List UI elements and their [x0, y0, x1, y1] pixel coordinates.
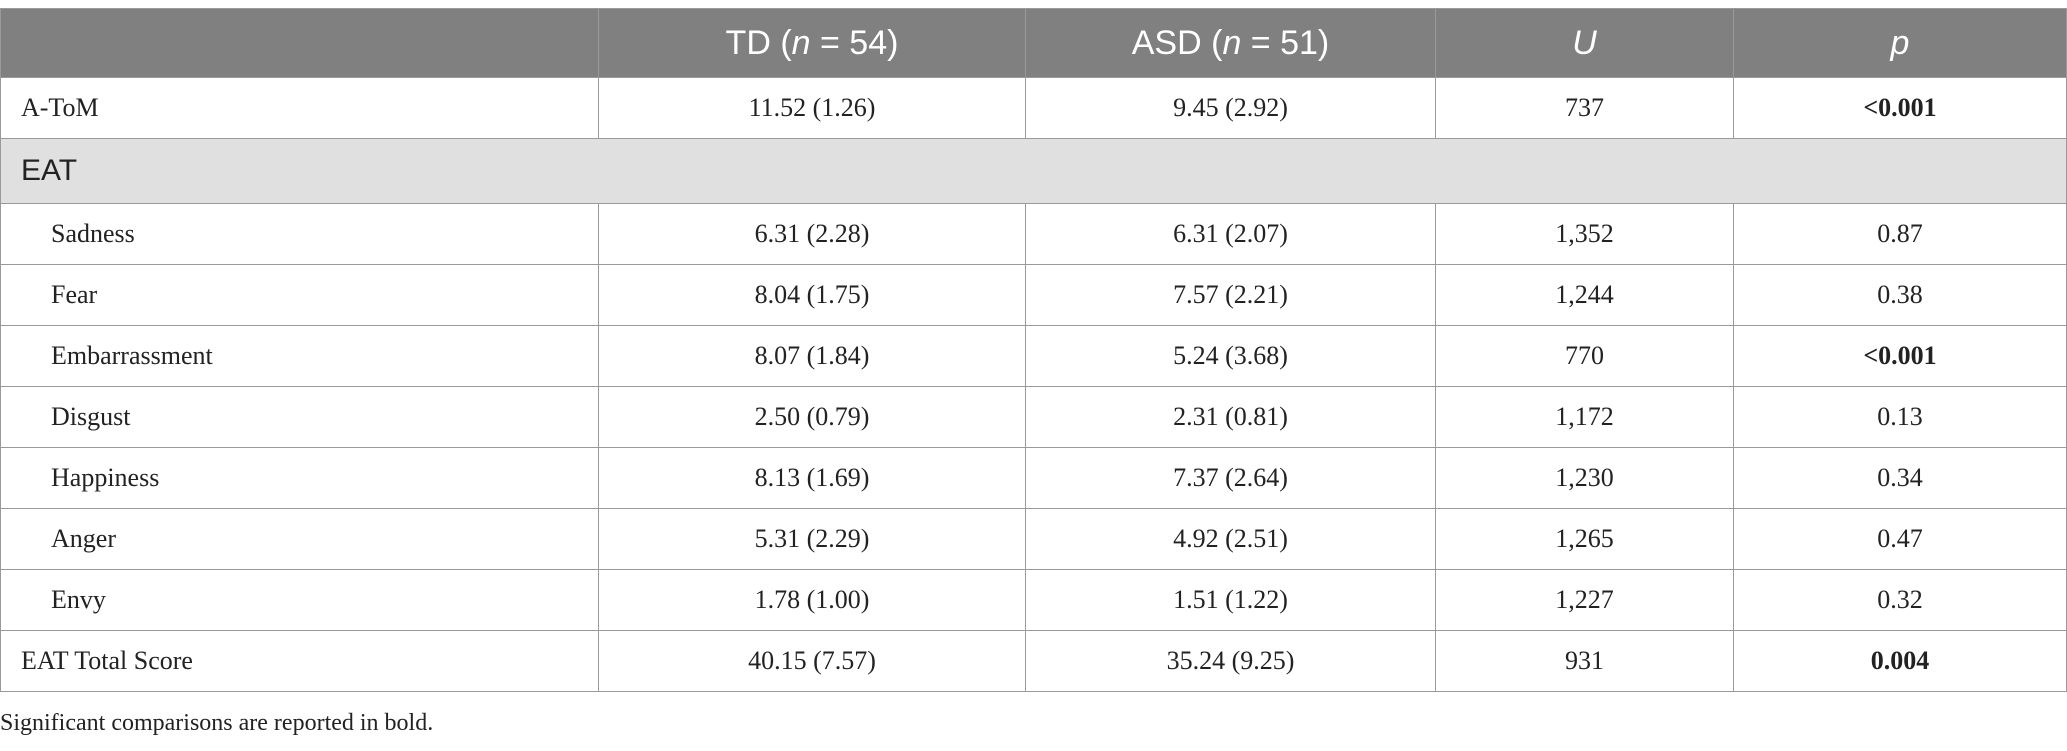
cell-p: 0.47 [1733, 508, 2067, 570]
cell-td: 6.31 (2.28) [598, 203, 1026, 265]
cell-p: 0.38 [1733, 264, 2067, 326]
cell-asd: 7.57 (2.21) [1025, 264, 1436, 326]
row-label: Embarrassment [0, 325, 599, 387]
cell-p: <0.001 [1733, 325, 2067, 387]
cell-asd: 1.51 (1.22) [1025, 569, 1436, 631]
cell-u: 1,265 [1435, 508, 1734, 570]
table-row: Envy 1.78 (1.00) 1.51 (1.22) 1,227 0.32 [0, 569, 2067, 631]
cell-p: 0.87 [1733, 203, 2067, 265]
cell-u: 931 [1435, 630, 1734, 692]
cell-asd: 5.24 (3.68) [1025, 325, 1436, 387]
row-label: Disgust [0, 386, 599, 448]
section-row-eat: EAT [0, 138, 2067, 204]
cell-td: 5.31 (2.29) [598, 508, 1026, 570]
table-row: Sadness 6.31 (2.28) 6.31 (2.07) 1,352 0.… [0, 203, 2067, 265]
cell-td: 8.13 (1.69) [598, 447, 1026, 509]
cell-u: 1,244 [1435, 264, 1734, 326]
cell-p: 0.34 [1733, 447, 2067, 509]
header-u: U [1435, 8, 1734, 78]
row-label: A-ToM [0, 77, 599, 139]
cell-asd: 35.24 (9.25) [1025, 630, 1436, 692]
cell-p: 0.004 [1733, 630, 2067, 692]
table-row: Happiness 8.13 (1.69) 7.37 (2.64) 1,230 … [0, 447, 2067, 509]
cell-td: 11.52 (1.26) [598, 77, 1026, 139]
cell-asd: 9.45 (2.92) [1025, 77, 1436, 139]
cell-u: 1,172 [1435, 386, 1734, 448]
header-asd: ASD (n = 51) [1025, 8, 1436, 78]
cell-u: 1,352 [1435, 203, 1734, 265]
cell-td: 2.50 (0.79) [598, 386, 1026, 448]
cell-u: 1,230 [1435, 447, 1734, 509]
cell-asd: 7.37 (2.64) [1025, 447, 1436, 509]
table-footnote: Significant comparisons are reported in … [0, 710, 434, 736]
cell-u: 770 [1435, 325, 1734, 387]
section-label: EAT [0, 138, 2067, 204]
header-p: p [1733, 8, 2067, 78]
row-label: Anger [0, 508, 599, 570]
cell-u: 737 [1435, 77, 1734, 139]
results-table-container: TD (n = 54) ASD (n = 51) U p A-ToM 11.52… [0, 8, 2067, 692]
table-row: Disgust 2.50 (0.79) 2.31 (0.81) 1,172 0.… [0, 386, 2067, 448]
header-td: TD (n = 54) [598, 8, 1026, 78]
cell-p: 0.32 [1733, 569, 2067, 631]
table-row-total: EAT Total Score 40.15 (7.57) 35.24 (9.25… [0, 630, 2067, 692]
row-label: Sadness [0, 203, 599, 265]
cell-td: 8.07 (1.84) [598, 325, 1026, 387]
header-row: TD (n = 54) ASD (n = 51) U p [0, 8, 2067, 78]
cell-td: 8.04 (1.75) [598, 264, 1026, 326]
cell-u: 1,227 [1435, 569, 1734, 631]
table-row: Embarrassment 8.07 (1.84) 5.24 (3.68) 77… [0, 325, 2067, 387]
table-row: Anger 5.31 (2.29) 4.92 (2.51) 1,265 0.47 [0, 508, 2067, 570]
cell-asd: 6.31 (2.07) [1025, 203, 1436, 265]
cell-p: 0.13 [1733, 386, 2067, 448]
table-row: Fear 8.04 (1.75) 7.57 (2.21) 1,244 0.38 [0, 264, 2067, 326]
row-label: EAT Total Score [0, 630, 599, 692]
header-label [0, 8, 599, 78]
cell-td: 1.78 (1.00) [598, 569, 1026, 631]
cell-td: 40.15 (7.57) [598, 630, 1026, 692]
row-label: Happiness [0, 447, 599, 509]
cell-asd: 2.31 (0.81) [1025, 386, 1436, 448]
row-label: Fear [0, 264, 599, 326]
results-table: TD (n = 54) ASD (n = 51) U p A-ToM 11.52… [0, 8, 2067, 692]
row-label: Envy [0, 569, 599, 631]
cell-p: <0.001 [1733, 77, 2067, 139]
table-row-atom: A-ToM 11.52 (1.26) 9.45 (2.92) 737 <0.00… [0, 77, 2067, 139]
cell-asd: 4.92 (2.51) [1025, 508, 1436, 570]
